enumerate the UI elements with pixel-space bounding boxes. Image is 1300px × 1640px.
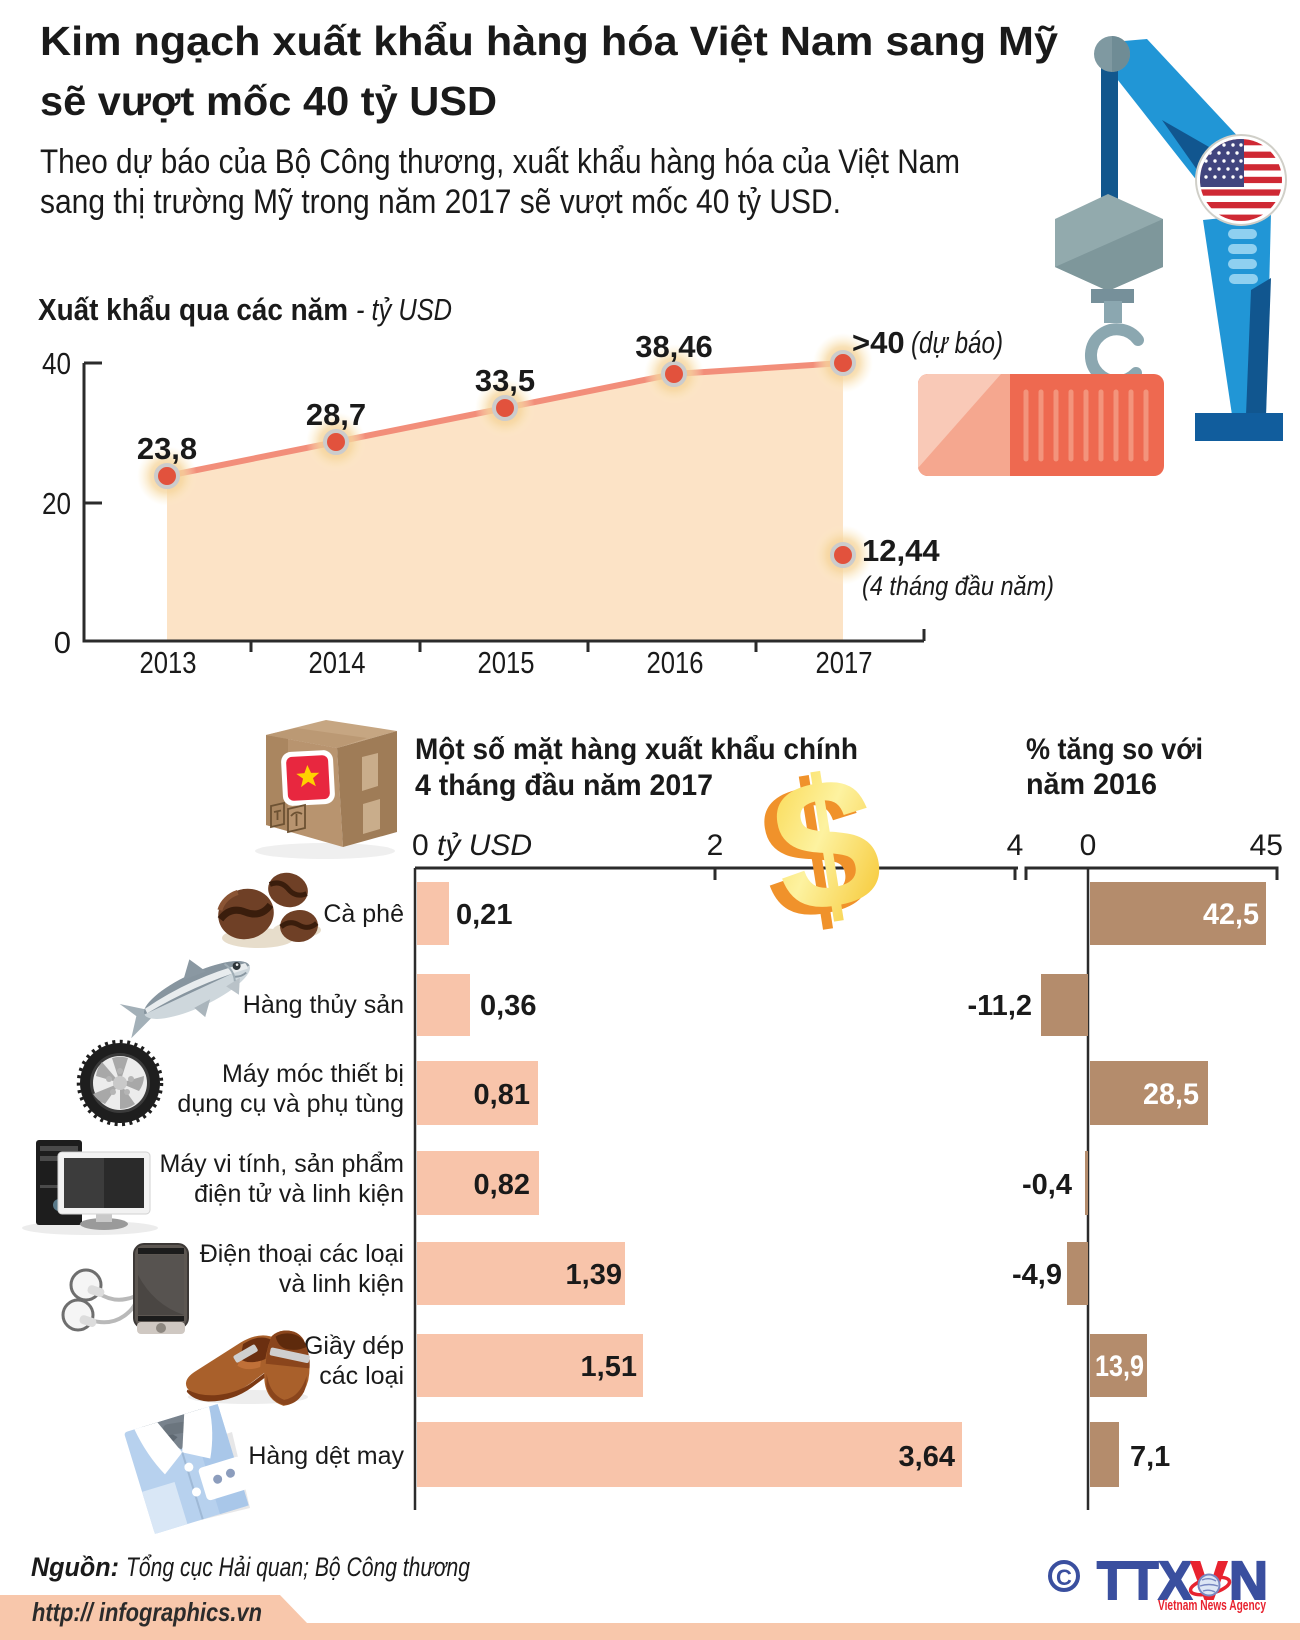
svg-text:Hàng dệt may: Hàng dệt may <box>248 1442 404 1470</box>
svg-text:7,1: 7,1 <box>1130 1441 1170 1473</box>
svg-text:và linh kiện: và linh kiện <box>279 1270 404 1298</box>
svg-text:1,51: 1,51 <box>581 1351 637 1383</box>
svg-text:điện tử và linh kiện: điện tử và linh kiện <box>194 1180 404 1208</box>
svg-text:Điện thoại các loại: Điện thoại các loại <box>200 1240 404 1268</box>
svg-text:Cà phê: Cà phê <box>323 900 404 928</box>
svg-text:dụng cụ và phụ tùng: dụng cụ và phụ tùng <box>177 1090 404 1118</box>
svg-text:C: C <box>1056 1565 1072 1590</box>
svg-text:2013: 2013 <box>140 645 197 680</box>
svg-text:42,5: 42,5 <box>1203 898 1259 931</box>
svg-text:40: 40 <box>42 346 71 381</box>
svg-text:28,7: 28,7 <box>306 397 366 432</box>
svg-text:28,5: 28,5 <box>1143 1078 1199 1111</box>
svg-text:Vietnam News Agency: Vietnam News Agency <box>1158 1597 1266 1614</box>
svg-text:N: N <box>1229 1551 1268 1611</box>
svg-text:>40: >40 <box>852 325 905 360</box>
svg-text:Hàng thủy sản: Hàng thủy sản <box>243 991 404 1019</box>
svg-text:các loại: các loại <box>319 1362 404 1390</box>
svg-text:Tổng cục Hải quan; Bộ Công thư: Tổng cục Hải quan; Bộ Công thương <box>126 1552 470 1582</box>
svg-text:Nguồn:: Nguồn: <box>31 1552 119 1582</box>
svg-text:3,64: 3,64 <box>899 1441 955 1473</box>
svg-text:0: 0 <box>54 625 71 660</box>
svg-text:Một số mặt hàng xuất khẩu chín: Một số mặt hàng xuất khẩu chính <box>415 733 858 766</box>
svg-text:45: 45 <box>1250 829 1283 862</box>
svg-text:0 tỷ USD: 0 tỷ USD <box>412 829 532 862</box>
svg-text:Giầy dép: Giầy dép <box>304 1332 404 1360</box>
svg-text:-0,4: -0,4 <box>1022 1169 1072 1201</box>
svg-text:(dự báo): (dự báo) <box>911 325 1003 360</box>
svg-text:4 tháng đầu năm 2017: 4 tháng đầu năm 2017 <box>415 769 713 802</box>
svg-text:sẽ vượt mốc 40 tỷ USD: sẽ vượt mốc 40 tỷ USD <box>40 78 497 124</box>
svg-text:0: 0 <box>1080 829 1097 862</box>
svg-text:0,21: 0,21 <box>456 899 512 931</box>
svg-text:2: 2 <box>707 829 724 862</box>
svg-text:12,44: 12,44 <box>862 533 940 568</box>
svg-text:2017: 2017 <box>816 645 873 680</box>
svg-text:Theo dự báo của Bộ Công thương: Theo dự báo của Bộ Công thương, xuất khẩ… <box>40 143 960 181</box>
svg-text:Máy móc thiết bị: Máy móc thiết bị <box>222 1060 404 1088</box>
svg-text:1,39: 1,39 <box>566 1259 622 1291</box>
svg-text:- tỷ USD: - tỷ USD <box>356 292 452 327</box>
svg-text:2014: 2014 <box>309 645 366 680</box>
svg-text:Máy vi tính, sản phẩm: Máy vi tính, sản phẩm <box>159 1150 404 1178</box>
svg-text:33,5: 33,5 <box>475 363 535 398</box>
svg-text:20: 20 <box>42 486 71 521</box>
svg-text:TTX: TTX <box>1097 1551 1192 1611</box>
svg-text:4: 4 <box>1007 829 1024 862</box>
svg-text:(4 tháng đầu năm): (4 tháng đầu năm) <box>862 571 1054 601</box>
svg-text:0,81: 0,81 <box>474 1079 530 1111</box>
svg-text:Xuất khẩu qua các năm: Xuất khẩu qua các năm <box>38 292 348 327</box>
svg-text:-11,2: -11,2 <box>968 990 1033 1022</box>
svg-text:năm 2016: năm 2016 <box>1026 768 1157 801</box>
svg-text:2016: 2016 <box>647 645 704 680</box>
svg-text:2015: 2015 <box>478 645 535 680</box>
svg-text:38,46: 38,46 <box>635 329 713 364</box>
svg-text:% tăng so với: % tăng so với <box>1026 733 1203 766</box>
svg-text:Kim ngạch xuất khẩu hàng hóa V: Kim ngạch xuất khẩu hàng hóa Việt Nam sa… <box>40 18 1058 64</box>
svg-text:23,8: 23,8 <box>137 431 197 466</box>
svg-text:0,82: 0,82 <box>474 1169 530 1201</box>
svg-text:0,36: 0,36 <box>480 990 536 1022</box>
svg-text:http:// infographics.vn: http:// infographics.vn <box>32 1597 262 1627</box>
svg-text:13,9: 13,9 <box>1095 1350 1144 1383</box>
svg-text:sang thị trường Mỹ trong năm 2: sang thị trường Mỹ trong năm 2017 sẽ vượ… <box>40 183 841 221</box>
svg-text:-4,9: -4,9 <box>1012 1259 1062 1291</box>
